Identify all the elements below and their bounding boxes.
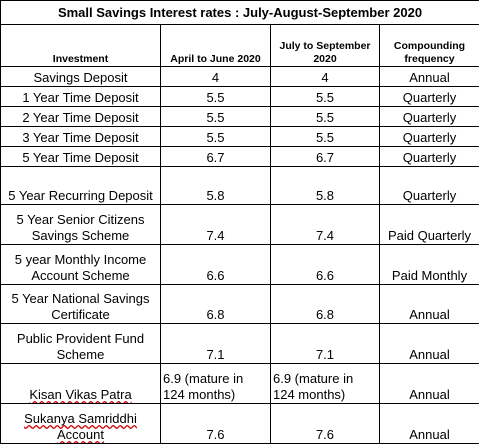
compounding-frequency: Annual — [380, 324, 479, 364]
header-investment: Investment — [1, 25, 161, 67]
investment-name: 5 year Monthly Income Account Scheme — [1, 245, 161, 285]
table-row: Savings Deposit 4 4 Annual — [1, 67, 479, 87]
table-row: 3 Year Time Deposit 5.5 5.5 Quarterly — [1, 127, 479, 147]
rate-april-june: 6.8 — [161, 285, 271, 324]
compounding-frequency: Annual — [380, 404, 479, 444]
spreadsheet: Small Savings Interest rates : July-Augu… — [0, 0, 479, 435]
compounding-frequency: Quarterly — [380, 127, 479, 147]
compounding-frequency: Quarterly — [380, 107, 479, 127]
header-compounding-frequency: Compounding frequency — [380, 25, 479, 67]
rate-july-september: 6.8 — [271, 285, 380, 324]
compounding-frequency: Annual — [380, 67, 479, 87]
investment-name: Kisan Vikas Patra — [1, 364, 161, 404]
rate-april-june: 4 — [161, 67, 271, 87]
table-row: Sukanya Samriddhi Account 7.6 7.6 Annual — [1, 404, 479, 444]
investment-name: Savings Deposit — [1, 67, 161, 87]
table-row: 5 Year Time Deposit 6.7 6.7 Quarterly — [1, 147, 479, 167]
investment-name: 2 Year Time Deposit — [1, 107, 161, 127]
investment-name-text: Kisan Vikas Patra — [29, 387, 131, 402]
table-row: 5 Year Senior Citizens Savings Scheme 7.… — [1, 205, 479, 245]
compounding-frequency: Annual — [380, 364, 479, 404]
table-row: Kisan Vikas Patra 6.9 (mature in 124 mon… — [1, 364, 479, 404]
rate-april-june: 7.1 — [161, 324, 271, 364]
rate-july-september: 7.1 — [271, 324, 380, 364]
rate-april-june: 6.9 (mature in 124 months) — [161, 364, 271, 404]
rate-july-september: 5.5 — [271, 107, 380, 127]
investment-name: 5 Year Time Deposit — [1, 147, 161, 167]
rate-july-september: 4 — [271, 67, 380, 87]
header-april-june: April to June 2020 — [161, 25, 271, 67]
investment-name: 5 Year Senior Citizens Savings Scheme — [1, 205, 161, 245]
table-row: 2 Year Time Deposit 5.5 5.5 Quarterly — [1, 107, 479, 127]
header-july-september: July to September 2020 — [271, 25, 380, 67]
table-row: 5 Year Recurring Deposit 5.8 5.8 Quarter… — [1, 167, 479, 205]
compounding-frequency: Quarterly — [380, 87, 479, 107]
compounding-frequency: Quarterly — [380, 167, 479, 205]
rate-july-september: 5.5 — [271, 87, 380, 107]
rate-april-june: 5.5 — [161, 107, 271, 127]
rate-april-june: 7.6 — [161, 404, 271, 444]
rate-july-september: 7.6 — [271, 404, 380, 444]
compounding-frequency: Paid Monthly — [380, 245, 479, 285]
rate-april-june: 5.8 — [161, 167, 271, 205]
investment-name: 3 Year Time Deposit — [1, 127, 161, 147]
rate-april-june: 6.7 — [161, 147, 271, 167]
investment-name-text: Sukanya Samriddhi Account — [24, 411, 137, 442]
rate-april-june: 5.5 — [161, 87, 271, 107]
table-row: 5 year Monthly Income Account Scheme 6.6… — [1, 245, 479, 285]
rate-july-september: 7.4 — [271, 205, 380, 245]
investment-name: 1 Year Time Deposit — [1, 87, 161, 107]
title-row: Small Savings Interest rates : July-Augu… — [1, 1, 479, 25]
rate-july-september: 6.7 — [271, 147, 380, 167]
header-row: Investment April to June 2020 July to Se… — [1, 25, 479, 67]
investment-name: 5 Year National Savings Certificate — [1, 285, 161, 324]
rate-april-june: 6.6 — [161, 245, 271, 285]
table-row: 1 Year Time Deposit 5.5 5.5 Quarterly — [1, 87, 479, 107]
rate-july-september: 6.6 — [271, 245, 380, 285]
investment-name: Public Provident Fund Scheme — [1, 324, 161, 364]
investment-name: 5 Year Recurring Deposit — [1, 167, 161, 205]
table-row: 5 Year National Savings Certificate 6.8 … — [1, 285, 479, 324]
investment-name: Sukanya Samriddhi Account — [1, 404, 161, 444]
compounding-frequency: Paid Quarterly — [380, 205, 479, 245]
rate-july-september: 5.8 — [271, 167, 380, 205]
compounding-frequency: Quarterly — [380, 147, 479, 167]
table-title: Small Savings Interest rates : July-Augu… — [1, 1, 479, 25]
rate-july-september: 6.9 (mature in 124 months) — [271, 364, 380, 404]
compounding-frequency: Annual — [380, 285, 479, 324]
table-row: Public Provident Fund Scheme 7.1 7.1 Ann… — [1, 324, 479, 364]
rate-july-september: 5.5 — [271, 127, 380, 147]
rate-april-june: 7.4 — [161, 205, 271, 245]
rate-april-june: 5.5 — [161, 127, 271, 147]
